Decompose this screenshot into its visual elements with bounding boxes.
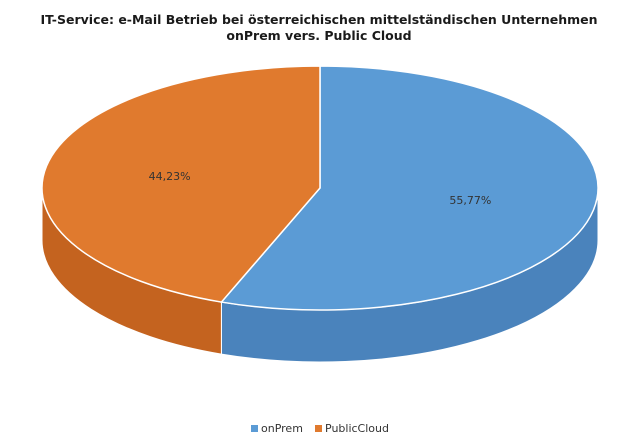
legend-swatch-onprem [251,425,258,432]
legend-label-onprem: onPrem [261,422,303,435]
pie-slice-publiccloud [41,65,321,303]
pie-tops [41,65,599,311]
data-label-publiccloud: 44,23% [149,170,191,183]
chart-title-line-2: onPrem vers. Public Cloud [226,28,411,43]
data-labels: 55,77% 44,23% [149,170,492,207]
chart-title-line-1: IT-Service: e-Mail Betrieb bei österreic… [40,12,597,27]
chart-title: IT-Service: e-Mail Betrieb bei österreic… [40,12,597,43]
pie-slice-onprem [219,65,599,311]
legend: onPrem PublicCloud [251,422,389,435]
legend-swatch-publiccloud [315,425,322,432]
data-label-onprem: 55,77% [449,194,491,207]
legend-label-publiccloud: PublicCloud [325,422,389,435]
